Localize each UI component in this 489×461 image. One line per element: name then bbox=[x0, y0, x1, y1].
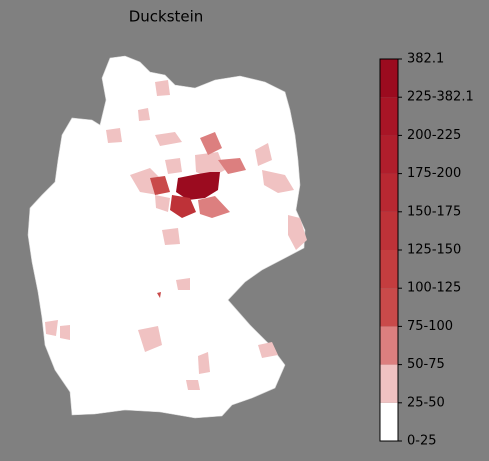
region bbox=[157, 292, 161, 298]
colorbar-segment bbox=[380, 250, 398, 289]
region bbox=[255, 143, 272, 166]
region bbox=[195, 152, 225, 178]
region bbox=[186, 380, 200, 390]
colorbar-segment bbox=[380, 211, 398, 250]
region bbox=[138, 108, 150, 121]
colorbar: 0-25 25-50 50-75 75-100 100-125 125-150 150-17… bbox=[379, 52, 474, 449]
colorbar-label: 0-25 bbox=[407, 434, 437, 449]
colorbar-label: 175-200 bbox=[407, 166, 461, 181]
region bbox=[288, 215, 307, 250]
region bbox=[162, 228, 180, 245]
colorbar-label: 25-50 bbox=[407, 395, 445, 410]
region bbox=[176, 278, 190, 290]
region bbox=[138, 326, 162, 352]
region bbox=[155, 195, 170, 212]
colorbar-segment bbox=[380, 326, 398, 365]
colorbar-label: 75-100 bbox=[407, 319, 453, 334]
region bbox=[155, 80, 170, 96]
colorbar-label: 150-175 bbox=[407, 204, 461, 219]
colorbar-segment bbox=[380, 59, 398, 98]
region bbox=[198, 196, 230, 218]
colorbar-segment bbox=[380, 135, 398, 174]
region bbox=[262, 170, 294, 193]
region bbox=[218, 158, 246, 174]
colorbar-segment bbox=[380, 173, 398, 212]
colorbar-label: 100-125 bbox=[407, 281, 461, 296]
colorbar-label: 382.1 bbox=[407, 52, 444, 67]
colorbar-label: 200-225 bbox=[407, 128, 461, 143]
colorbar-segment bbox=[380, 402, 398, 441]
colorbar-label: 225-382.1 bbox=[407, 90, 474, 105]
region bbox=[176, 172, 220, 200]
region bbox=[200, 132, 222, 155]
region bbox=[170, 195, 196, 218]
map-title: Duckstein bbox=[129, 8, 204, 26]
region bbox=[45, 320, 58, 336]
germany-map bbox=[27, 55, 307, 419]
region bbox=[165, 158, 182, 174]
region bbox=[258, 342, 278, 358]
colorbar-segment bbox=[380, 288, 398, 327]
region bbox=[150, 176, 170, 195]
region bbox=[155, 132, 182, 146]
region bbox=[198, 352, 210, 374]
colorbar-label: 125-150 bbox=[407, 243, 461, 258]
colorbar-label: 50-75 bbox=[407, 357, 445, 372]
colorbar-segment bbox=[380, 364, 398, 403]
region bbox=[60, 325, 70, 340]
colorbar-segment bbox=[380, 97, 398, 136]
region bbox=[106, 128, 122, 143]
